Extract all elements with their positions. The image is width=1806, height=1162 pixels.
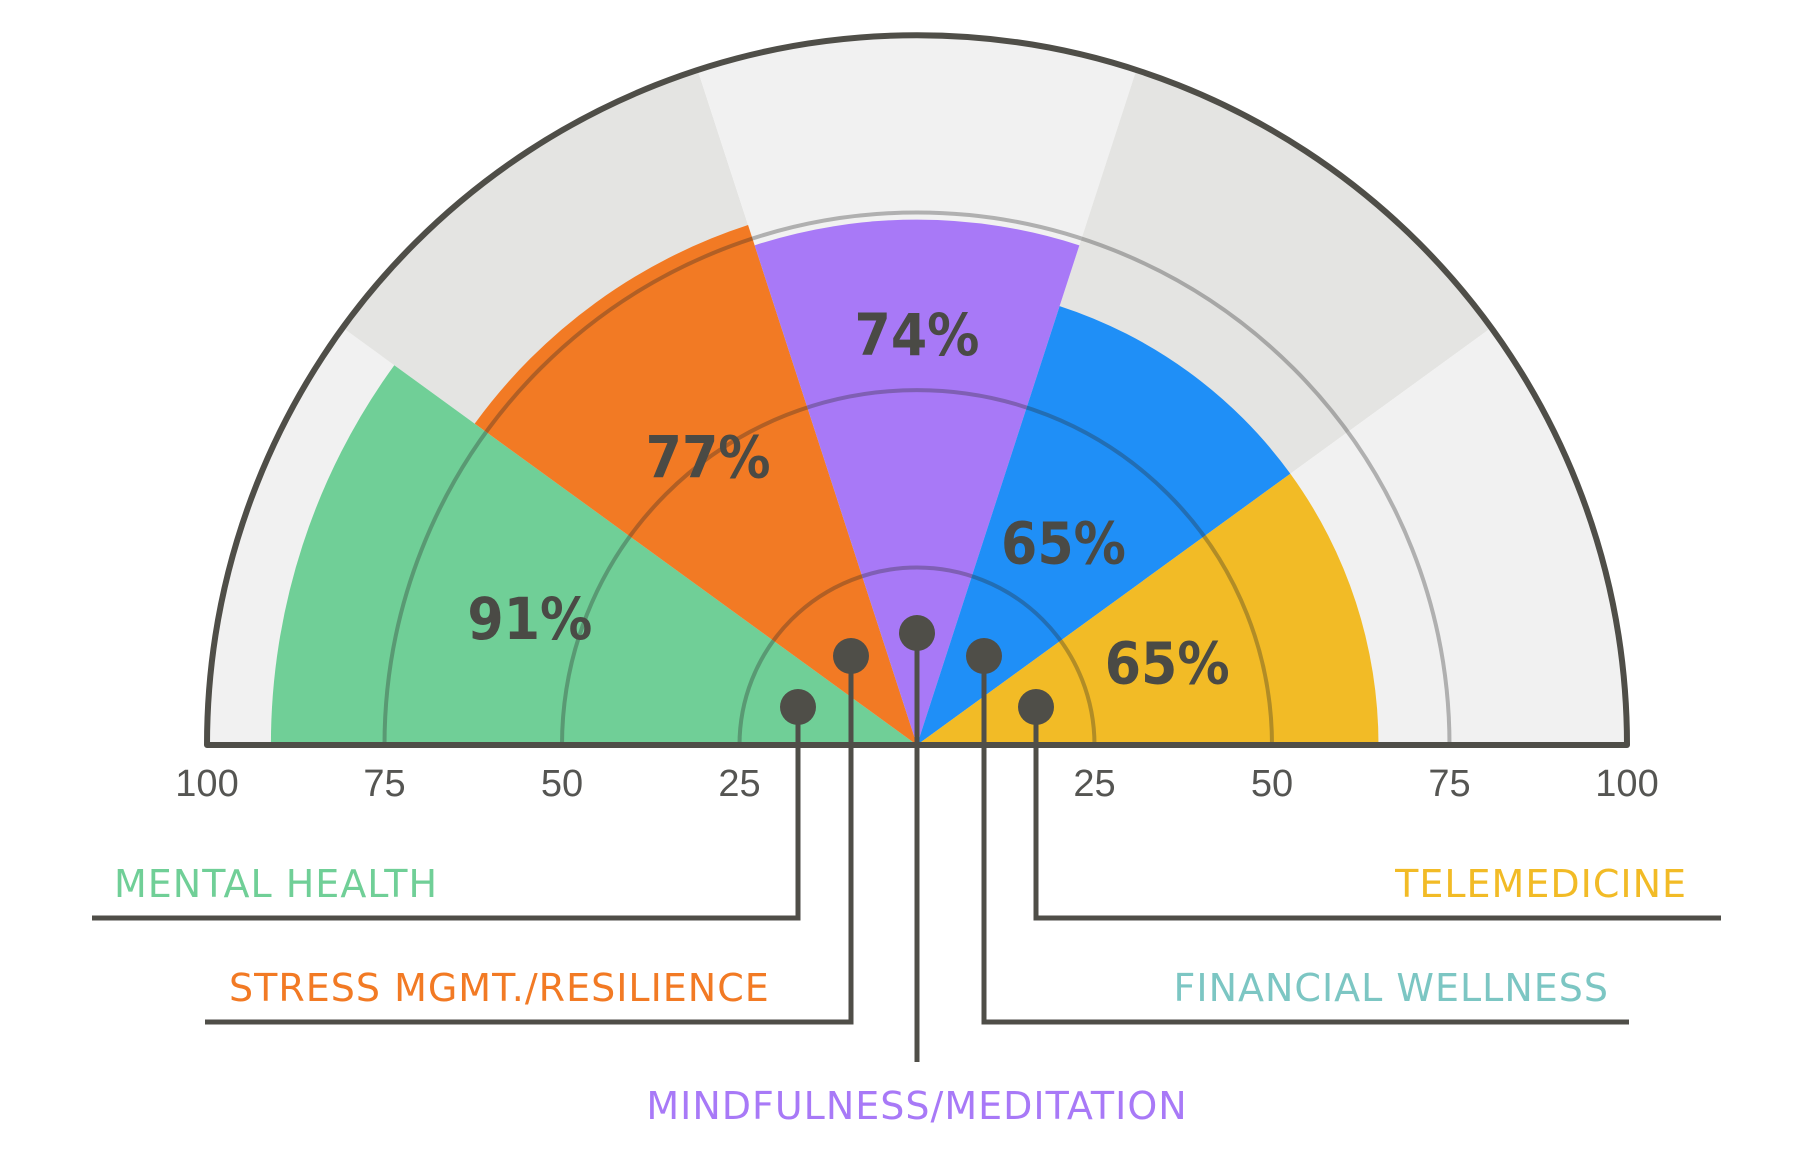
series-label: FINANCIAL WELLNESS (1174, 966, 1610, 1010)
series-label: MENTAL HEALTH (114, 862, 438, 906)
leader-dot (966, 638, 1002, 674)
bar-wedge-0 (270, 365, 917, 745)
leader-line (92, 707, 801, 921)
axis-tick-label-left: 25 (718, 763, 760, 805)
grid-ring-25 (737, 565, 1097, 746)
grid-ring-50 (560, 388, 1274, 746)
series-label: STRESS MGMT./RESILIENCE (229, 966, 770, 1010)
axis-tick-label-right: 75 (1428, 763, 1470, 805)
leader-dot (833, 638, 869, 674)
data-label: 65% (1001, 509, 1126, 577)
leader-dot (1018, 689, 1054, 725)
bar-wedge-1 (474, 225, 917, 746)
axis-tick-label-right: 50 (1251, 763, 1293, 805)
bar-wedge-2 (754, 219, 1080, 745)
axis-tick-label-right: 25 (1073, 763, 1115, 805)
bar-wedge-3 (917, 306, 1291, 745)
data-label: 91% (467, 585, 592, 653)
data-label: 77% (646, 424, 771, 492)
series-label: TELEMEDICINE (1394, 862, 1687, 906)
data-label: 65% (1105, 630, 1230, 698)
grid-ring-75 (382, 210, 1452, 746)
leader-line (981, 656, 1629, 1025)
data-label: 74% (855, 301, 980, 369)
leader-dot (780, 689, 816, 725)
leader-dot (899, 615, 935, 651)
axis-tick-label-left: 75 (363, 763, 405, 805)
leader-line (1033, 707, 1721, 921)
axis-tick-label-left: 100 (175, 763, 238, 805)
series-label: MINDFULNESS/MEDITATION (646, 1084, 1187, 1128)
chart-frame (204, 32, 1630, 748)
axis-tick-label-left: 50 (541, 763, 583, 805)
bar-wedge-4 (917, 473, 1379, 745)
leader-line (205, 656, 854, 1025)
axis-tick-label-right: 100 (1595, 763, 1658, 805)
